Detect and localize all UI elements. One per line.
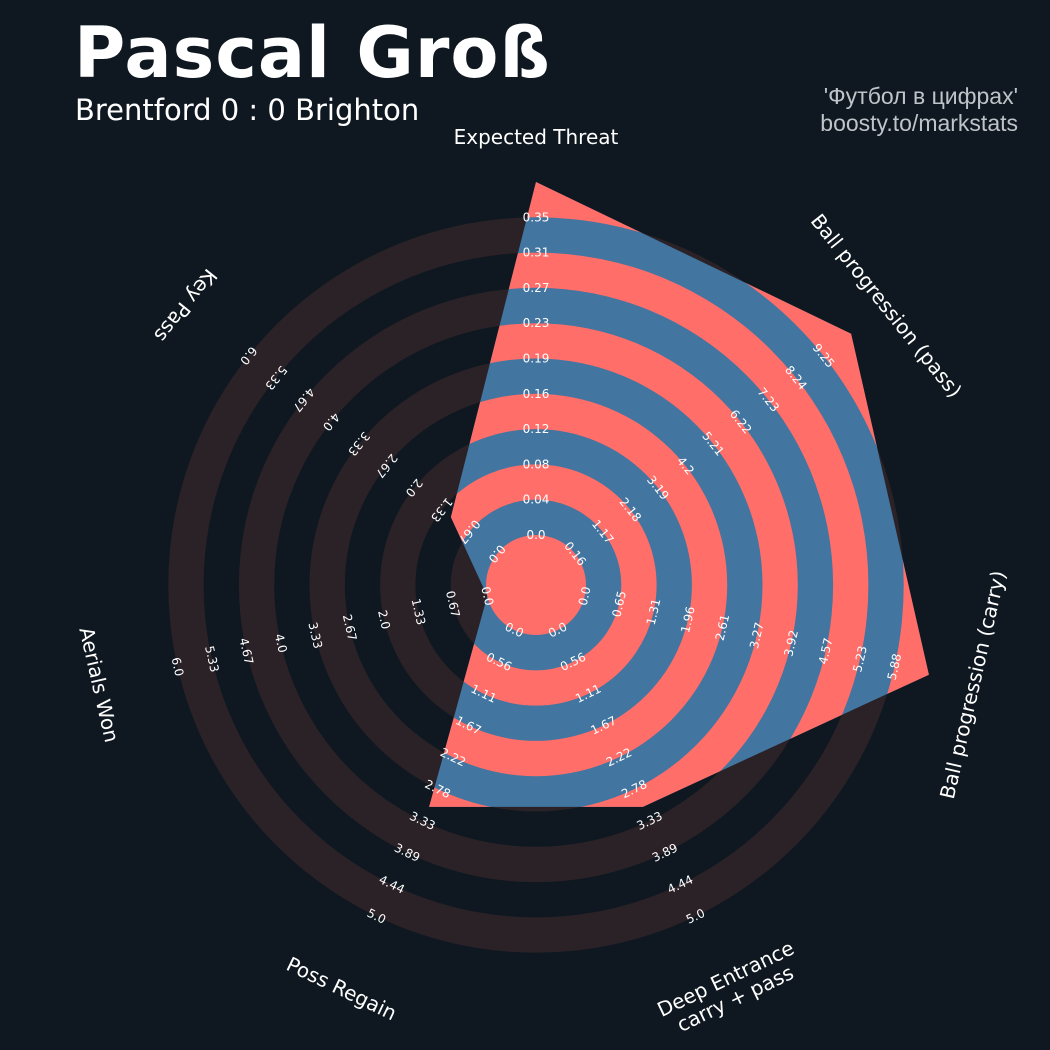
tick-label: 4.67 <box>236 637 256 666</box>
credit-line-2: boosty.to/markstats <box>820 110 1018 136</box>
tick-label: 1.96 <box>678 605 698 634</box>
axis-label: Ball progression (carry) <box>935 568 1011 801</box>
page-title: Pascal Groß <box>74 12 551 94</box>
tick-label: 1.31 <box>644 597 664 626</box>
tick-label: 2.61 <box>713 613 733 642</box>
tick-label: 5.23 <box>850 644 870 673</box>
tick-label: 0.0 <box>478 585 496 607</box>
highlight-rings <box>429 182 929 807</box>
tick-label: 5.33 <box>202 644 222 673</box>
tick-label: 0.12 <box>523 422 550 436</box>
axis-label: Deep Entrancecarry + pass <box>653 936 807 1042</box>
tick-label: 0.08 <box>523 457 550 471</box>
tick-label: 4.0 <box>272 632 290 654</box>
match-subtitle: Brentford 0 : 0 Brighton <box>75 93 420 127</box>
tick-label: 0.0 <box>526 528 545 542</box>
tick-label: 5.88 <box>885 652 905 681</box>
tick-label: 3.27 <box>747 621 767 650</box>
tick-label: 0.16 <box>523 387 550 401</box>
axis-label: Aerials Won <box>74 625 124 745</box>
axis-label-line: Aerials Won <box>74 625 124 745</box>
tick-label: 0.04 <box>523 493 550 507</box>
tick-label: 4.57 <box>816 637 836 666</box>
tick-label: 6.0 <box>169 656 187 678</box>
tick-label: 3.33 <box>305 621 325 650</box>
tick-label: 0.67 <box>443 589 463 618</box>
tick-label: 0.27 <box>523 281 550 295</box>
axis-label: Key Pass <box>149 264 222 347</box>
center-disc <box>486 535 586 635</box>
credit-line-1: 'Футбол в цифрах' <box>823 83 1018 109</box>
tick-label: 1.33 <box>409 597 429 626</box>
tick-labels: 0.0 0.04 0.08 0.12 0.16 0.19 0.23 0.27 0.31 0.35 0… <box>169 210 905 926</box>
tick-label: 0.65 <box>609 589 629 618</box>
tick-label: 0.23 <box>523 316 550 330</box>
tick-label: 2.67 <box>340 613 360 642</box>
axis-label-line: Ball progression (carry) <box>935 568 1011 801</box>
tick-label: 0.31 <box>523 246 550 260</box>
axis-label-line: Key Pass <box>149 264 222 347</box>
axis-label: Expected Threat <box>454 125 619 149</box>
axis-label-line: Poss Regain <box>283 952 401 1025</box>
axis-label-line: Expected Threat <box>454 125 619 149</box>
tick-label: 0.0 <box>576 585 594 607</box>
tick-label: 3.92 <box>781 629 801 658</box>
tick-label: 0.35 <box>523 210 550 224</box>
tick-label: 0.19 <box>523 352 550 366</box>
tick-label: 2.0 <box>375 609 393 631</box>
axis-label: Poss Regain <box>283 952 401 1025</box>
